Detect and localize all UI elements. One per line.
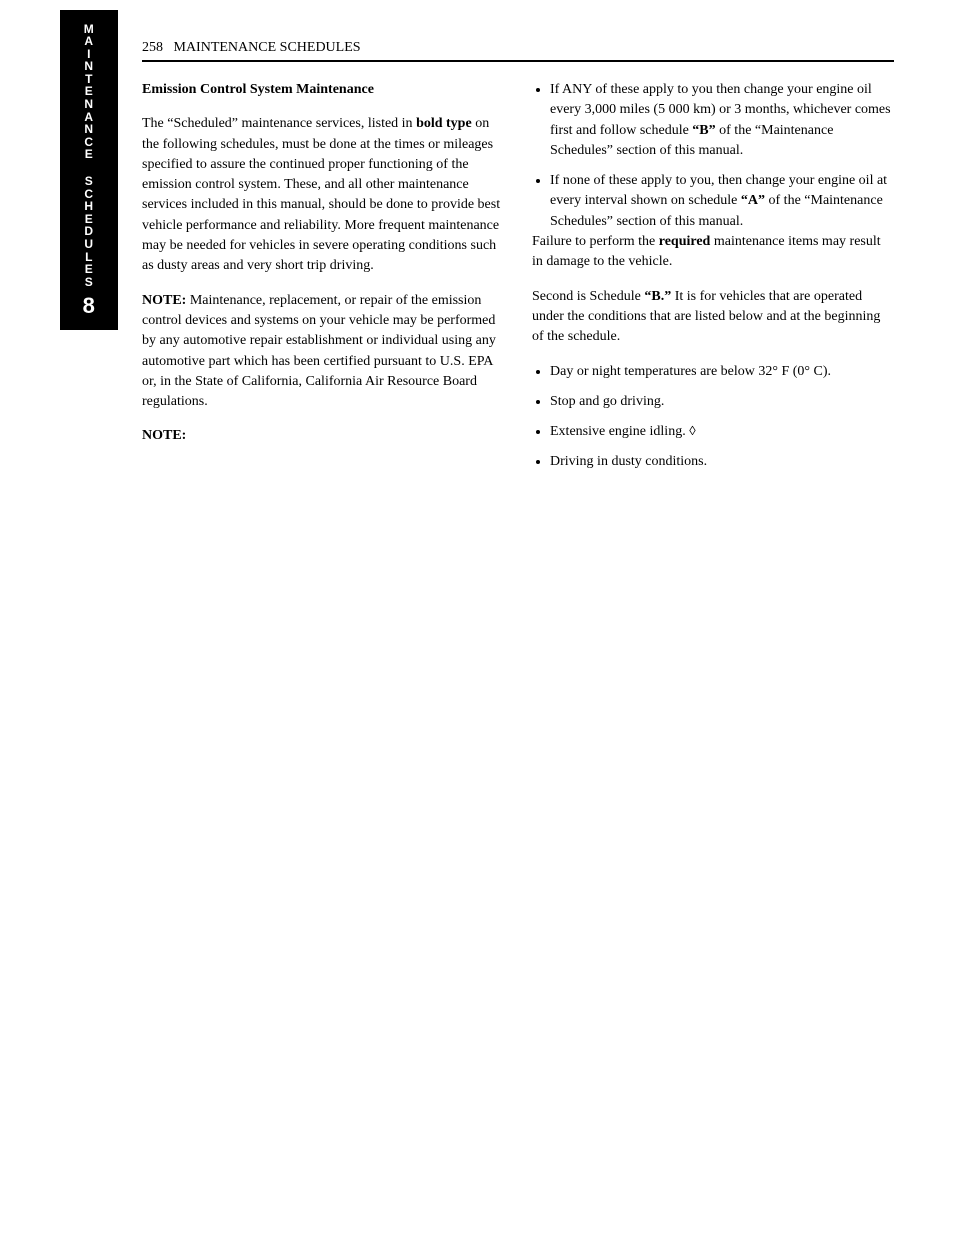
tab-index: 8 xyxy=(83,294,96,317)
cond-b-3: Extensive engine idling. ◊ xyxy=(550,422,894,442)
tab-word-schedules: SCHEDULES xyxy=(84,175,93,288)
section-header: 258 MAINTENANCE SCHEDULES xyxy=(142,40,894,62)
para-schedule-b: Second is Schedule “B.” It is for vehicl… xyxy=(532,287,894,348)
cond-b-4: Driving in dusty conditions. xyxy=(550,452,894,472)
section-tab: MAINTENANCE SCHEDULES 8 xyxy=(60,10,118,330)
note-head: NOTE: xyxy=(142,428,186,443)
tab-word-maintenance: MAINTENANCE xyxy=(84,23,95,162)
note-item-b: If none of these apply to you, then chan… xyxy=(550,171,894,232)
page-number: 258 xyxy=(142,40,163,55)
conditions-list-b: Day or night temperatures are below 32° … xyxy=(550,362,894,473)
subheading-emission: Emission Control System Maintenance xyxy=(142,80,504,100)
para-note-epa: NOTE: Maintenance, replacement, or repai… xyxy=(142,291,504,413)
content-row: MAINTENANCE SCHEDULES 8 258 MAINTENANCE … xyxy=(60,40,894,477)
cond-b-1: Day or night temperatures are below 32° … xyxy=(550,362,894,382)
two-column-body: Emission Control System Maintenance The … xyxy=(142,80,894,477)
para-scheduled: The “Scheduled” maintenance services, li… xyxy=(142,114,504,276)
note-item-a: If ANY of these apply to you then change… xyxy=(550,80,894,161)
page: MAINTENANCE SCHEDULES 8 258 MAINTENANCE … xyxy=(0,0,954,537)
note-list: If ANY of these apply to you then change… xyxy=(550,80,894,232)
section-title: MAINTENANCE SCHEDULES xyxy=(174,40,361,55)
para-required: Failure to perform the required maintena… xyxy=(532,232,894,273)
diamond-icon: ◊ xyxy=(689,423,695,438)
main-column: 258 MAINTENANCE SCHEDULES Emission Contr… xyxy=(142,40,894,477)
cond-b-2: Stop and go driving. xyxy=(550,392,894,412)
